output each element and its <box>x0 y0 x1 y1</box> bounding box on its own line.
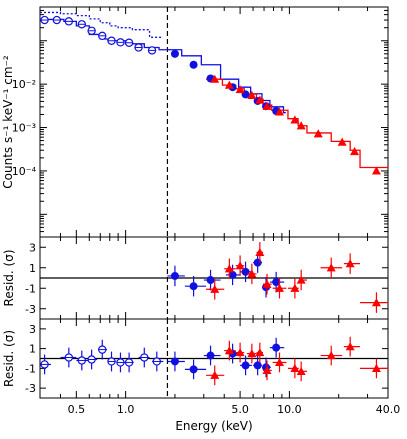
data-point-triangle <box>371 166 381 175</box>
data-point-triangle <box>210 370 220 379</box>
data-point-filled-circle <box>189 60 198 69</box>
data-point-triangle <box>350 147 360 156</box>
data-point-filled-circle <box>253 258 262 267</box>
data-point-triangle <box>262 365 272 374</box>
data-point-triangle <box>290 363 300 372</box>
data-point-triangle <box>290 115 300 124</box>
y-tick-label: 10⁻³ <box>12 122 36 135</box>
data-point-triangle <box>296 121 306 130</box>
data-point-triangle <box>345 342 355 351</box>
y-tick-label: 3 <box>29 323 36 336</box>
data-point-triangle <box>371 298 381 307</box>
data-point-triangle <box>274 283 284 292</box>
data-point-triangle <box>255 348 265 357</box>
data-point-filled-circle <box>272 278 281 287</box>
data-point-triangle <box>224 80 234 89</box>
data-point-triangle <box>262 279 272 288</box>
data-point-triangle <box>210 74 220 83</box>
data-point-triangle <box>262 101 272 110</box>
data-point-triangle <box>224 264 234 273</box>
data-point-triangle <box>255 247 265 256</box>
y-tick-label: -1 <box>25 282 36 295</box>
y-tick-label: 1 <box>29 262 36 275</box>
x-tick-label: 10.0 <box>277 403 302 416</box>
data-point-triangle <box>210 284 220 293</box>
data-point-triangle <box>296 366 306 375</box>
data-point-filled-circle <box>206 351 215 360</box>
y-tick-label: 10⁻⁴ <box>12 165 37 178</box>
y-tick-label: -3 <box>25 303 36 316</box>
data-point-filled-circle <box>272 343 281 352</box>
data-point-triangle <box>345 259 355 268</box>
spectrum-ylabel: Counts s⁻¹ keV⁻¹ cm⁻² <box>1 55 15 189</box>
data-point-triangle <box>255 95 265 104</box>
data-point-triangle <box>313 129 323 138</box>
data-point-triangle <box>235 261 245 270</box>
data-point-triangle <box>247 90 257 100</box>
data-point-triangle <box>247 349 257 358</box>
data-point-triangle <box>296 275 306 284</box>
data-point-filled-circle <box>170 271 179 280</box>
data-point-filled-circle <box>170 49 179 58</box>
model-step-blue-dotted <box>40 11 162 38</box>
data-point-filled-circle <box>206 276 215 285</box>
data-point-triangle <box>326 351 336 360</box>
y-tick-label: 3 <box>29 241 36 254</box>
y-tick-label: -3 <box>25 382 36 395</box>
data-point-triangle <box>290 283 300 292</box>
data-point-filled-circle <box>241 361 250 370</box>
data-point-filled-circle <box>170 357 179 366</box>
data-point-triangle <box>235 85 245 94</box>
data-point-triangle <box>224 346 234 355</box>
x-tick-label: 1.0 <box>117 403 135 416</box>
residuals-2-ylabel: Resid. (σ) <box>2 330 16 387</box>
data-point-filled-circle <box>228 270 237 279</box>
data-point-filled-circle <box>253 361 262 370</box>
data-point-triangle <box>235 348 245 357</box>
data-point-triangle <box>274 357 284 367</box>
y-tick-label: 10⁻² <box>12 78 36 91</box>
data-point-triangle <box>326 263 336 272</box>
x-tick-label: 40.0 <box>376 403 401 416</box>
data-point-filled-circle <box>189 282 198 291</box>
y-tick-label: -1 <box>25 362 36 375</box>
x-tick-label: 0.5 <box>68 403 86 416</box>
x-axis-label: Energy (keV) <box>175 419 252 433</box>
spectrum-frame <box>39 6 389 238</box>
data-point-triangle <box>371 363 381 372</box>
x-tick-label: 5.0 <box>231 403 249 416</box>
data-point-triangle <box>337 137 347 146</box>
data-point-triangle <box>247 269 257 278</box>
data-point-filled-circle <box>189 365 198 374</box>
residuals-1-ylabel: Resid. (σ) <box>2 250 16 307</box>
y-tick-label: 1 <box>29 343 36 356</box>
data-point-triangle <box>274 107 284 116</box>
